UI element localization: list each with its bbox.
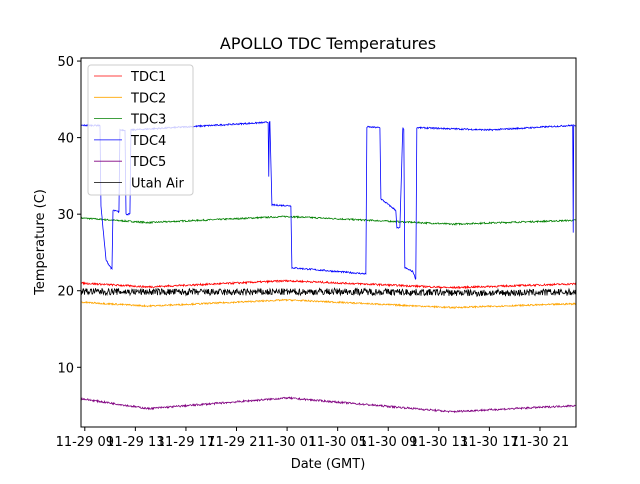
x-tick-label: 11-30 01 bbox=[258, 435, 316, 450]
x-tick-label: 11-30 09 bbox=[359, 435, 417, 450]
x-tick-label: 11-29 09 bbox=[56, 435, 114, 450]
y-tick-label: 40 bbox=[57, 132, 74, 147]
y-tick-label: 10 bbox=[57, 361, 74, 376]
axes-frame bbox=[80, 57, 577, 428]
legend-label: TDC1 bbox=[130, 70, 166, 85]
x-tick-label: 11-30 21 bbox=[511, 435, 569, 450]
legend-label: Utah Air bbox=[131, 177, 184, 192]
y-tick-label: 20 bbox=[57, 285, 74, 300]
legend: TDC1 TDC2 TDC3 TDC4 TDC5 Utah Air bbox=[87, 64, 194, 196]
legend-label: TDC4 bbox=[130, 134, 166, 149]
x-tick-label: 11-30 13 bbox=[410, 435, 468, 450]
x-tick-label: 11-29 17 bbox=[157, 435, 215, 450]
x-tick-label: 11-29 13 bbox=[106, 435, 164, 450]
y-axis-label: Temperature (C) bbox=[33, 189, 48, 296]
series-line-tdc2 bbox=[80, 298, 577, 309]
legend-label: TDC5 bbox=[130, 155, 166, 170]
series-line-tdc3 bbox=[80, 215, 577, 226]
series-line-utah-air bbox=[80, 287, 577, 298]
y-tick-label: 30 bbox=[57, 208, 74, 223]
series-line-tdc5 bbox=[80, 396, 577, 414]
x-axis-label: Date (GMT) bbox=[291, 457, 366, 472]
x-tick-label: 11-30 17 bbox=[460, 435, 518, 450]
series-line-tdc1 bbox=[80, 279, 577, 290]
y-axis: 10 20 30 40 50 bbox=[57, 55, 81, 376]
legend-label: TDC3 bbox=[130, 113, 166, 128]
x-tick-label: 11-29 21 bbox=[207, 435, 265, 450]
y-tick-label: 50 bbox=[57, 55, 74, 70]
legend-label: TDC2 bbox=[130, 91, 166, 106]
x-tick-label: 11-30 05 bbox=[308, 435, 366, 450]
chart-title: APOLLO TDC Temperatures bbox=[220, 34, 436, 53]
